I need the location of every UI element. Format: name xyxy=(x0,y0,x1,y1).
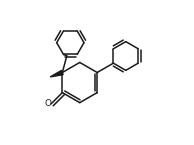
Text: O: O xyxy=(44,99,51,108)
Polygon shape xyxy=(50,70,63,77)
